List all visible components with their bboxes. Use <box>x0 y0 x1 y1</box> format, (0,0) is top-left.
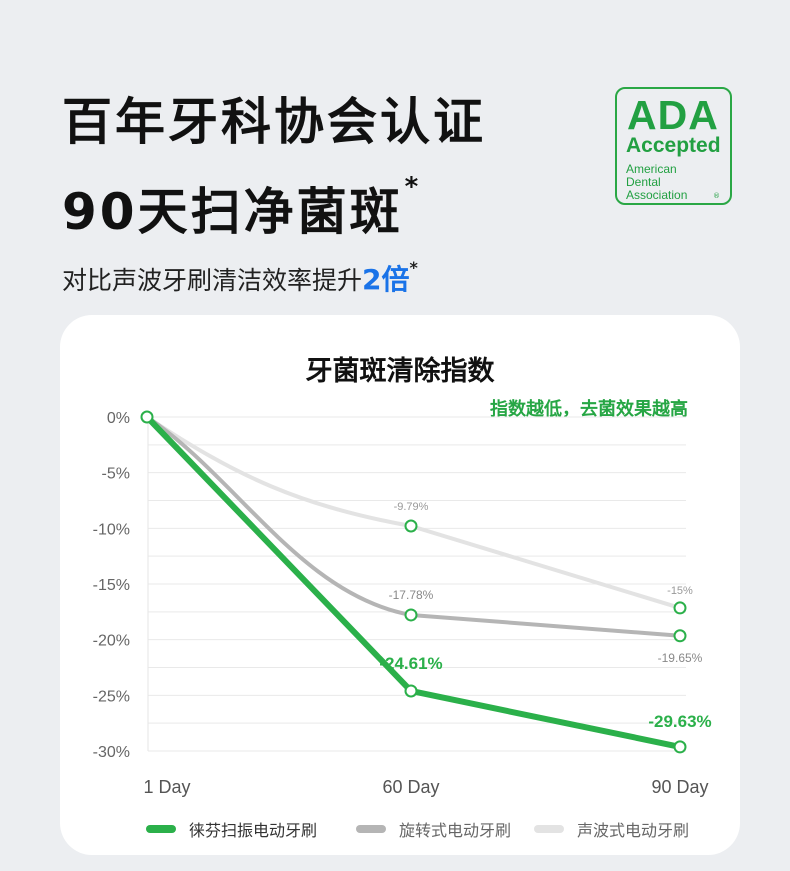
legend-swatch-rotary <box>356 825 386 833</box>
data-point <box>404 608 418 622</box>
chart-note: 指数越低，去菌效果越高 <box>490 399 688 420</box>
badge-accepted-text: Accepted <box>626 134 721 157</box>
legend-swatch-laifen <box>146 825 176 833</box>
line-chart: 0% -5% -10% -15% -20% -25% -30% 1 Day 60 Day 90 D… <box>93 410 712 797</box>
legend-label-sonic: 声波式电动牙刷 <box>577 821 690 840</box>
y-tick-label: -10% <box>93 521 130 538</box>
y-tick-label: -25% <box>93 688 130 705</box>
headline-line2-text: 90天扫净菌斑 <box>62 183 403 241</box>
legend-label-laifen: 徕芬扫振电动牙刷 <box>189 821 318 840</box>
y-tick-label: -5% <box>102 466 130 483</box>
legend-label-rotary: 旋转式电动牙刷 <box>399 821 512 840</box>
y-tick-label: -30% <box>93 744 130 761</box>
legend-item-sonic: 声波式电动牙刷 <box>534 817 689 841</box>
data-label: -29.63% <box>648 712 711 731</box>
series-line <box>145 415 682 610</box>
x-tick-label: 60 Day <box>382 777 439 797</box>
y-tick-label: -20% <box>93 633 130 650</box>
badge-registered-mark: ® <box>713 192 720 200</box>
x-tick-label: 90 Day <box>651 777 708 797</box>
data-point <box>673 629 687 643</box>
badge-line3: Association <box>626 188 688 202</box>
data-point <box>673 601 687 615</box>
y-tick-label: -15% <box>93 577 130 594</box>
data-point <box>404 684 418 698</box>
data-point <box>404 519 418 533</box>
ada-accepted-badge: ADA Accepted American Dental Association… <box>615 87 732 205</box>
chart-title: 牙菌斑清除指数 <box>305 356 495 387</box>
x-tick-label: 1 Day <box>143 777 190 797</box>
badge-ada-text: ADA <box>627 92 719 138</box>
subtitle-footnote-mark: * <box>409 258 418 277</box>
footnote-mark: * <box>404 172 422 202</box>
series-line <box>145 415 682 638</box>
data-label: -9.79% <box>394 501 429 513</box>
legend-item-laifen: 徕芬扫振电动牙刷 <box>146 817 317 841</box>
data-label: -24.61% <box>379 654 442 673</box>
legend-item-rotary: 旋转式电动牙刷 <box>356 817 511 841</box>
subtitle: 对比声波牙刷清洁效率提升2倍* <box>62 258 418 298</box>
data-label: -15% <box>667 585 693 597</box>
chart-card: 牙菌斑清除指数 指数越低，去菌效果越高 0% -5% -10% -15% -20% -25… <box>60 315 740 855</box>
headline-line2: 90天扫净菌斑* <box>62 172 421 244</box>
headline-line1: 百年牙科协会认证 <box>62 93 486 151</box>
badge-line2: Dental <box>626 175 661 189</box>
subtitle-highlight: 2倍 <box>362 263 410 296</box>
data-label: -17.78% <box>389 588 434 602</box>
subtitle-prefix: 对比声波牙刷清洁效率提升 <box>62 266 363 295</box>
data-point <box>140 410 154 424</box>
y-tick-label: 0% <box>107 410 130 427</box>
legend-swatch-sonic <box>534 825 564 833</box>
data-point <box>673 740 687 754</box>
data-label: -19.65% <box>658 651 703 665</box>
badge-line1: American <box>626 162 677 176</box>
